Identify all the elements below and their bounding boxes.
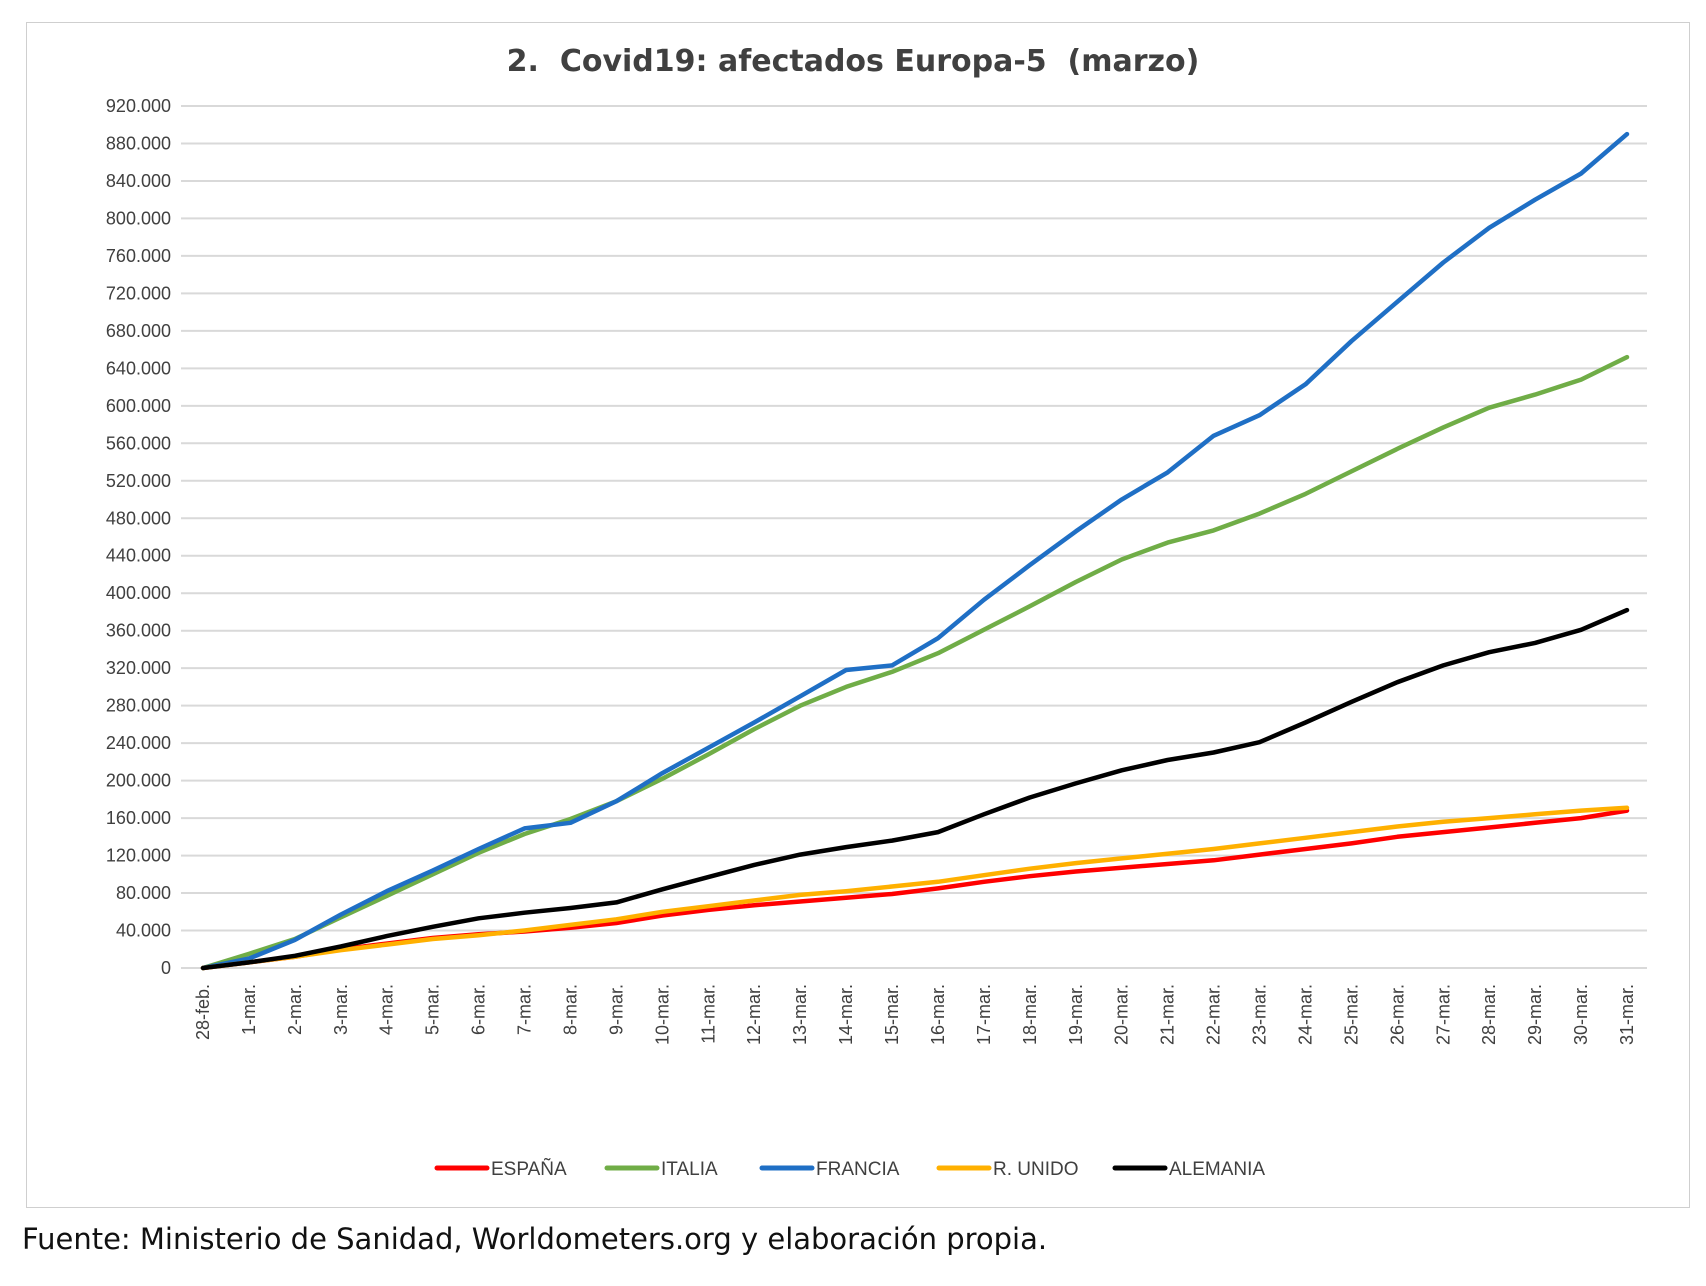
y-tick-label: 680.000	[106, 321, 171, 341]
x-tick-label: 16-mar.	[928, 984, 948, 1045]
legend-label: ITALIA	[661, 1159, 718, 1180]
legend-label: ESPAÑA	[491, 1158, 567, 1180]
x-tick-label: 9-mar.	[606, 984, 626, 1035]
chart-frame: 0 40.000 80.000 120.000 160.000 200.000 240.00…	[26, 22, 1690, 1208]
y-tick-label: 320.000	[106, 658, 171, 678]
series-line-alemania	[200, 607, 1630, 971]
x-tick-label: 13-mar.	[790, 984, 810, 1045]
x-tick-label: 29-mar.	[1525, 984, 1545, 1045]
x-tick-label: 22-mar.	[1204, 984, 1224, 1045]
x-tick-label: 8-mar.	[560, 984, 580, 1035]
y-tick-label: 40.000	[116, 921, 171, 941]
x-tick-label: 27-mar.	[1433, 984, 1453, 1045]
x-tick-label: 30-mar.	[1571, 984, 1591, 1045]
y-tick-label: 280.000	[106, 696, 171, 716]
gridlines	[181, 105, 1647, 969]
y-tick-label: 560.000	[106, 433, 171, 453]
series-lines	[200, 131, 1630, 971]
series-line-r-unido	[200, 805, 1630, 971]
x-axis-tick-labels: 28-feb. 1-mar. 2-mar. 3-mar. 4-mar. 5-mar. 6-m…	[193, 984, 1637, 1045]
x-tick-label: 28-mar.	[1479, 984, 1499, 1045]
y-tick-label: 200.000	[106, 771, 171, 791]
legend: ESPAÑA ITALIA FRANCIA R. UNIDO ALEMANIA	[434, 1158, 1265, 1180]
x-tick-label: 11-mar.	[698, 984, 718, 1044]
y-tick-label: 80.000	[116, 883, 171, 903]
x-tick-label: 28-feb.	[193, 984, 213, 1040]
y-tick-label: 840.000	[106, 171, 171, 191]
y-tick-label: 480.000	[106, 508, 171, 528]
legend-label: ALEMANIA	[1169, 1159, 1265, 1180]
x-tick-label: 24-mar.	[1295, 984, 1315, 1045]
x-tick-label: 18-mar.	[1020, 984, 1040, 1045]
y-tick-label: 760.000	[106, 246, 171, 266]
y-tick-label: 360.000	[106, 621, 171, 641]
x-tick-label: 23-mar.	[1250, 984, 1270, 1045]
x-tick-label: 1-mar.	[239, 984, 259, 1035]
series-line-francia	[200, 131, 1630, 971]
y-tick-label: 240.000	[106, 733, 171, 753]
x-tick-label: 7-mar.	[515, 984, 535, 1035]
x-tick-label: 15-mar.	[882, 984, 902, 1045]
x-tick-label: 17-mar.	[974, 984, 994, 1045]
y-tick-label: 120.000	[106, 846, 171, 866]
y-tick-label: 800.000	[106, 208, 171, 228]
x-tick-label: 2-mar.	[285, 984, 305, 1035]
y-tick-label: 520.000	[106, 471, 171, 491]
x-tick-label: 21-mar.	[1158, 984, 1178, 1045]
chart-title: 2. Covid19: afectados Europa-5 (marzo)	[507, 44, 1200, 79]
y-tick-label: 920.000	[106, 96, 171, 116]
y-tick-label: 160.000	[106, 808, 171, 828]
series-line-italia	[200, 354, 1630, 971]
x-tick-label: 12-mar.	[744, 984, 764, 1045]
y-tick-label: 640.000	[106, 358, 171, 378]
y-tick-label: 880.000	[106, 133, 171, 153]
x-tick-label: 31-mar.	[1617, 984, 1637, 1045]
line-chart: 0 40.000 80.000 120.000 160.000 200.000 240.00…	[106, 44, 1647, 1180]
x-tick-label: 26-mar.	[1387, 984, 1407, 1045]
x-tick-label: 14-mar.	[836, 984, 856, 1045]
x-tick-label: 20-mar.	[1112, 984, 1132, 1045]
y-tick-label: 400.000	[106, 583, 171, 603]
y-axis-tick-labels: 0 40.000 80.000 120.000 160.000 200.000 240.00…	[106, 96, 171, 978]
y-tick-label: 440.000	[106, 546, 171, 566]
x-tick-label: 19-mar.	[1066, 984, 1086, 1045]
x-tick-label: 25-mar.	[1341, 984, 1361, 1045]
source-note: Fuente: Ministerio de Sanidad, Worldomet…	[22, 1222, 1048, 1256]
y-tick-label: 720.000	[106, 283, 171, 303]
x-tick-label: 3-mar.	[331, 984, 351, 1035]
x-tick-label: 10-mar.	[652, 984, 672, 1045]
legend-label: FRANCIA	[816, 1159, 900, 1180]
x-tick-label: 6-mar.	[469, 984, 489, 1035]
legend-label: R. UNIDO	[993, 1159, 1079, 1180]
x-tick-label: 5-mar.	[423, 984, 443, 1035]
y-tick-label: 600.000	[106, 396, 171, 416]
y-tick-label: 0	[161, 958, 171, 978]
x-tick-label: 4-mar.	[377, 984, 397, 1035]
